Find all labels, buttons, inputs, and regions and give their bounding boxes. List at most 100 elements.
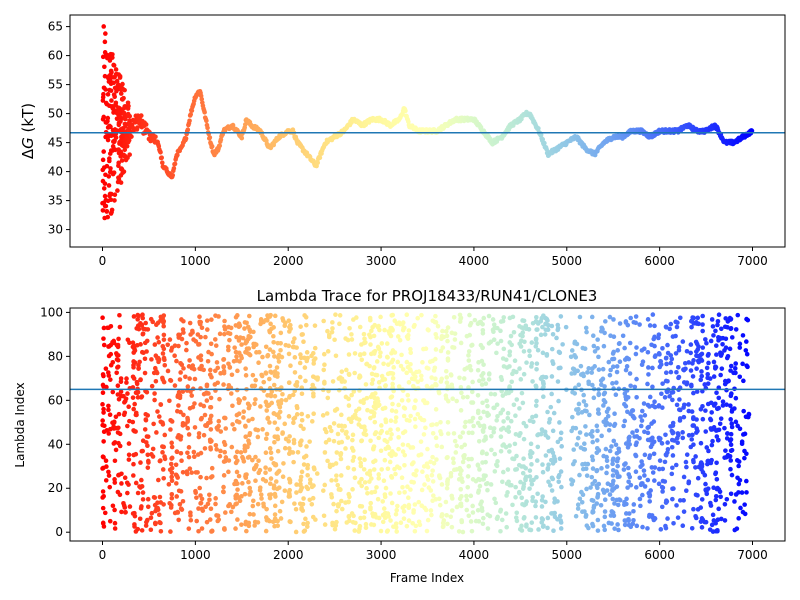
lambda-point	[550, 359, 555, 364]
lambda-point	[444, 485, 450, 491]
lambda-point	[624, 355, 630, 361]
lambda-point	[374, 485, 379, 490]
delta-g-point	[101, 165, 107, 170]
lambda-point	[507, 352, 512, 358]
lambda-point	[652, 399, 657, 405]
delta-g-y-tick-label: 55	[48, 78, 63, 92]
lambda-point	[560, 342, 565, 347]
delta-g-point	[107, 58, 113, 63]
lambda-point	[519, 523, 524, 529]
lambda-point	[607, 448, 613, 454]
lambda-point	[625, 465, 631, 471]
lambda-point	[292, 336, 297, 341]
lambda-point	[252, 383, 258, 389]
lambda-point	[176, 517, 181, 523]
lambda-point	[651, 336, 657, 342]
lambda-point	[530, 379, 535, 384]
lambda-point	[699, 373, 705, 379]
lambda-point	[547, 483, 553, 488]
lambda-point	[226, 458, 232, 463]
delta-g-point	[101, 186, 107, 191]
lambda-point	[350, 432, 356, 438]
lambda-point	[218, 429, 224, 434]
lambda-point	[339, 412, 344, 418]
lambda-point	[460, 479, 465, 485]
lambda-point	[263, 371, 269, 376]
lambda-point	[311, 483, 316, 488]
lambda-point	[240, 481, 245, 486]
lambda-point	[700, 388, 705, 394]
lambda-point	[433, 435, 439, 441]
lambda-point	[580, 371, 586, 377]
lambda-point	[383, 417, 388, 422]
lambda-point	[241, 415, 246, 420]
lambda-point	[372, 489, 378, 495]
lambda-point	[150, 319, 156, 325]
lambda-point	[177, 332, 183, 338]
lambda-point	[688, 350, 693, 356]
lambda-point	[415, 379, 421, 385]
lambda-point	[372, 458, 378, 464]
lambda-point	[671, 521, 676, 526]
lambda-point	[130, 385, 136, 390]
lambda-point	[242, 320, 248, 325]
lambda-point	[380, 499, 386, 504]
lambda-point	[329, 329, 335, 335]
lambda-point	[307, 439, 312, 444]
lambda-point	[622, 522, 628, 528]
delta-g-point	[107, 156, 112, 161]
lambda-point	[384, 529, 390, 534]
lambda-point	[676, 347, 682, 353]
lambda-point	[199, 325, 205, 331]
lambda-point	[112, 458, 118, 464]
lambda-point	[282, 323, 288, 329]
lambda-point	[245, 324, 251, 330]
lambda-point	[300, 332, 305, 337]
lambda-point	[371, 467, 377, 472]
delta-g-point	[536, 126, 541, 131]
lambda-point	[156, 414, 162, 419]
lambda-point	[665, 516, 670, 521]
lambda-point	[369, 381, 375, 386]
lambda-point	[321, 351, 327, 357]
lambda-point	[732, 499, 737, 504]
lambda-point	[637, 322, 642, 327]
lambda-point	[153, 378, 159, 384]
delta-g-point	[117, 115, 122, 120]
lambda-point	[406, 518, 412, 523]
lambda-point	[106, 353, 112, 359]
lambda-point	[169, 474, 174, 480]
lambda-point	[736, 516, 741, 521]
lambda-point	[615, 463, 620, 469]
lambda-point	[214, 425, 220, 431]
lambda-point	[110, 389, 116, 395]
lambda-point	[393, 471, 398, 477]
lambda-point	[514, 397, 520, 402]
lambda-point	[718, 516, 724, 522]
lambda-point	[415, 315, 420, 321]
lambda-point	[371, 522, 377, 528]
lambda-point	[480, 345, 485, 350]
lambda-point	[713, 497, 719, 503]
lambda-point	[236, 400, 242, 406]
lambda-point	[389, 475, 395, 480]
lambda-point	[205, 358, 211, 364]
lambda-point	[595, 346, 600, 351]
lambda-point	[342, 423, 348, 429]
lambda-point	[200, 508, 206, 513]
lambda-point	[310, 382, 316, 388]
lambda-point	[299, 505, 304, 511]
lambda-point	[241, 409, 247, 414]
lambda-point	[596, 354, 601, 360]
lambda-point	[457, 312, 463, 318]
lambda-point	[484, 451, 489, 457]
lambda-point	[468, 519, 474, 524]
lambda-point	[255, 427, 261, 433]
lambda-point	[708, 460, 714, 466]
lambda-point	[512, 358, 518, 364]
lambda-point	[503, 511, 509, 516]
lambda-point	[546, 462, 551, 467]
lambda-point	[458, 467, 463, 473]
lambda-point	[479, 450, 485, 456]
